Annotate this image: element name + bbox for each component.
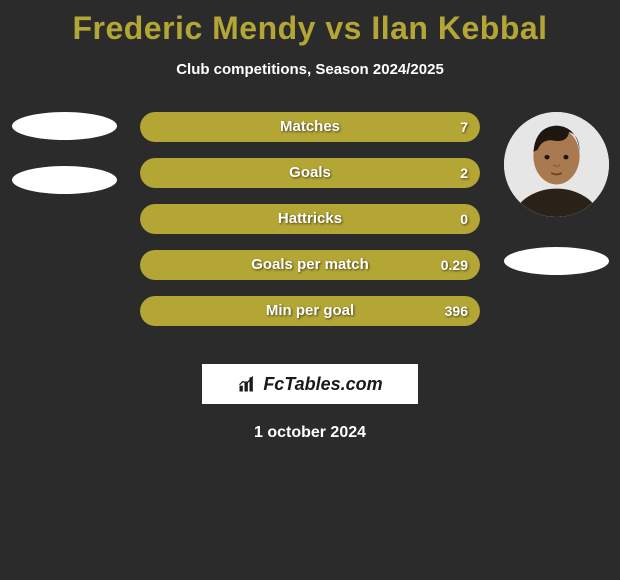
bar-fill-right xyxy=(140,204,480,234)
subtitle: Club competitions, Season 2024/2025 xyxy=(0,61,620,78)
stat-row-min-per-goal: Min per goal 396 xyxy=(140,296,480,326)
stat-row-hattricks: Hattricks 0 xyxy=(140,204,480,234)
bar-track xyxy=(140,112,480,142)
bar-track xyxy=(140,204,480,234)
bar-fill-right xyxy=(140,112,480,142)
player-left-column xyxy=(4,112,124,194)
bar-chart-icon xyxy=(237,374,257,394)
player-left-avatar-placeholder xyxy=(12,112,117,140)
bar-fill-right xyxy=(140,158,480,188)
bar-track xyxy=(140,296,480,326)
player-left-team-placeholder xyxy=(12,166,117,194)
stat-row-matches: Matches 7 xyxy=(140,112,480,142)
branding-badge: FcTables.com xyxy=(202,364,418,404)
player-right-team-placeholder xyxy=(504,247,609,275)
bar-track xyxy=(140,158,480,188)
bar-track xyxy=(140,250,480,280)
avatar-icon xyxy=(504,112,609,217)
bar-fill-right xyxy=(140,250,480,280)
branding-text: FcTables.com xyxy=(263,374,382,395)
player-right-column xyxy=(496,112,616,275)
player-right-avatar xyxy=(504,112,609,217)
page-title: Frederic Mendy vs Ilan Kebbal xyxy=(0,0,620,47)
stat-row-goals: Goals 2 xyxy=(140,158,480,188)
stat-row-goals-per-match: Goals per match 0.29 xyxy=(140,250,480,280)
stat-bars: Matches 7 Goals 2 Hattricks 0 Goals per … xyxy=(140,112,480,326)
bar-fill-right xyxy=(140,296,480,326)
footer-date: 1 october 2024 xyxy=(0,424,620,442)
comparison-area: Matches 7 Goals 2 Hattricks 0 Goals per … xyxy=(0,112,620,352)
